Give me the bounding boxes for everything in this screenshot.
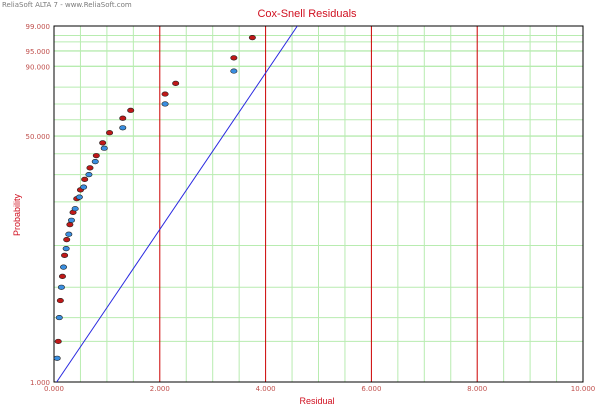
blue-data-point [62, 246, 70, 252]
x-tick-label: 4.000 [256, 385, 276, 393]
red-data-point [106, 130, 114, 136]
x-tick-label: 8.000 [467, 385, 487, 393]
plot-frame [53, 25, 584, 383]
y-tick-label: 90.000 [26, 63, 51, 71]
red-data-point [56, 297, 64, 304]
blue-data-point [91, 159, 99, 165]
blue-data-point [100, 145, 108, 151]
red-data-point [81, 176, 89, 183]
x-tick-label: 0.000 [44, 385, 64, 393]
red-data-point [99, 140, 107, 146]
blue-data-point [57, 284, 65, 290]
red-data-point [66, 222, 74, 228]
red-data-point [161, 91, 169, 97]
fit-line [56, 26, 298, 382]
plot-area [53, 26, 298, 382]
y-tick-label: 50.000 [26, 133, 51, 141]
red-data-point [61, 252, 69, 258]
blue-data-point [67, 217, 75, 223]
x-tick-label: 6.000 [361, 385, 381, 393]
blue-data-point [53, 355, 61, 361]
blue-data-point [230, 68, 238, 74]
watermark: ReliaSoft ALTA 7 - www.ReliaSoft.com [2, 1, 132, 9]
grid [53, 25, 584, 383]
red-data-point [119, 115, 127, 121]
y-tick-label: 1.000 [30, 379, 50, 387]
red-data-point [248, 34, 256, 41]
x-axis-title: Residual [299, 396, 334, 406]
red-data-point [58, 273, 66, 280]
red-data-point [172, 80, 180, 86]
red-data-point [86, 165, 94, 171]
tick-labels: 0.000 2.000 4.000 6.000 8.000 10.000 99.000 95.… [26, 23, 596, 393]
x-tick-label: 10.000 [571, 385, 596, 393]
x-tick-label: 2.000 [150, 385, 170, 393]
blue-data-point [60, 264, 68, 270]
y-tick-label: 95.000 [26, 48, 51, 56]
chart-title: Cox-Snell Residuals [257, 8, 357, 20]
red-data-point [63, 237, 71, 243]
blue-data-point [85, 172, 93, 178]
red-data-point [230, 55, 238, 61]
blue-data-point [119, 125, 127, 131]
blue-data-point [75, 194, 83, 200]
blue-data-point [65, 231, 73, 237]
blue-data-point [55, 314, 63, 321]
y-tick-label: 99.000 [26, 23, 51, 31]
blue-data-point [161, 101, 169, 107]
red-data-point [127, 107, 135, 113]
red-data-point [92, 153, 100, 159]
red-data-point [54, 338, 62, 345]
y-axis-title: Probability [12, 193, 22, 236]
blue-data-point [71, 206, 79, 212]
blue-data-point [80, 184, 88, 190]
